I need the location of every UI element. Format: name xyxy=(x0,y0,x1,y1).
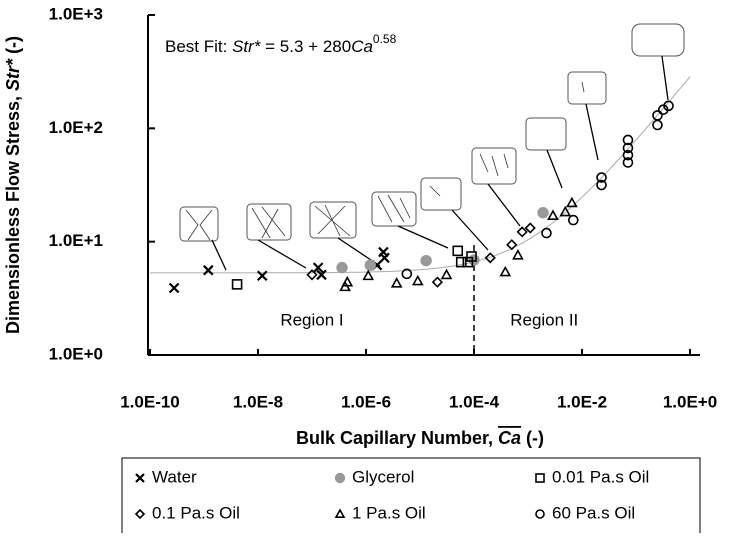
marker-circle xyxy=(596,172,607,183)
fit-annotation-part: = xyxy=(260,37,279,56)
marker-diamond xyxy=(134,508,146,520)
fit-annotation-part: Str* xyxy=(232,37,262,56)
marker-triangle xyxy=(547,209,559,220)
marker-x xyxy=(256,270,268,282)
x-tick-label: 1.0E-2 xyxy=(557,392,607,411)
marker-triangle xyxy=(512,249,524,260)
marker-square xyxy=(466,251,477,262)
x-axis-label: Bulk Capillary Number, Ca (-) xyxy=(296,428,544,448)
marker-diamond xyxy=(524,222,536,234)
fit-annotation-part: 280 xyxy=(323,37,351,56)
marker-triangle xyxy=(334,508,346,518)
marker-square xyxy=(452,245,464,257)
marker-circle xyxy=(541,227,552,239)
x-axis-label-part: (-) xyxy=(521,428,544,448)
marker-dot xyxy=(468,254,480,266)
x-tick-label: 1.0E-4 xyxy=(449,392,500,411)
y-tick-label: 1.0E+2 xyxy=(49,118,103,137)
marker-triangle xyxy=(499,265,512,277)
y-axis-label-part: Str* xyxy=(3,58,23,91)
marker-x xyxy=(312,262,324,273)
region-label: Region I xyxy=(280,310,343,329)
marker-circle xyxy=(596,179,607,191)
marker-x xyxy=(202,264,214,276)
y-axis-label: Dimensionless Flow Stress, Str* (-) xyxy=(3,36,23,334)
x-axis-label-part: Ca xyxy=(498,428,521,448)
fit-annotation-part: Ca xyxy=(351,37,373,56)
marker-square xyxy=(535,473,545,483)
marker-dot xyxy=(420,254,432,267)
fit-annotation-part: Best Fit: xyxy=(165,37,232,56)
marker-x xyxy=(135,473,145,483)
legend-label: 0.1 Pa.s Oil xyxy=(152,503,240,522)
x-axis-label-part: Bulk Capillary Number, xyxy=(296,428,498,448)
y-tick-label: 1.0E+1 xyxy=(49,231,103,250)
marker-diamond xyxy=(484,252,496,264)
legend-label: Glycerol xyxy=(352,467,414,486)
fit-curve xyxy=(150,76,691,274)
marker-dot xyxy=(537,207,549,219)
marker-circle xyxy=(663,100,674,112)
marker-triangle xyxy=(566,196,578,208)
x-tick-label: 1.0E-8 xyxy=(233,392,283,411)
legend-label: 1 Pa.s Oil xyxy=(352,503,426,522)
fit-annotation: Best Fit: Str* = 5.3 + 280Ca0.58 xyxy=(165,32,397,56)
specimen-sketches xyxy=(179,23,685,271)
marker-circle xyxy=(622,134,634,146)
legend-label: 60 Pa.s Oil xyxy=(552,503,635,522)
marker-triangle xyxy=(390,277,403,288)
marker-square xyxy=(455,256,467,268)
marker-circle xyxy=(622,157,634,168)
y-tick-label: 1.0E+0 xyxy=(49,344,103,363)
marker-triangle xyxy=(440,268,453,280)
legend-box xyxy=(121,457,701,538)
marker-diamond xyxy=(306,269,318,281)
y-tick-label: 1.0E+3 xyxy=(49,4,103,23)
x-tick-label: 1.0E-10 xyxy=(120,392,180,411)
marker-circle xyxy=(622,149,634,161)
legend-label: Water xyxy=(152,467,197,486)
marker-x xyxy=(379,252,390,264)
marker-dot xyxy=(364,259,376,271)
marker-x xyxy=(316,269,327,281)
y-axis-label-part: Dimensionless Flow Stress, xyxy=(3,91,23,334)
marker-circle xyxy=(535,509,545,519)
marker-triangle xyxy=(411,274,424,286)
marker-circle xyxy=(401,268,413,280)
marker-triangle xyxy=(559,205,572,217)
x-tick-label: 1.0E+0 xyxy=(663,392,717,411)
fit-annotation-part: + xyxy=(303,37,322,56)
fit-annotation-part: 0.58 xyxy=(373,32,397,46)
region-label: Region II xyxy=(510,310,578,329)
marker-circle xyxy=(652,119,663,131)
marker-diamond xyxy=(431,276,444,288)
marker-triangle xyxy=(362,269,375,281)
marker-circle xyxy=(567,214,579,226)
marker-dot xyxy=(334,472,346,484)
marker-circle xyxy=(652,110,663,121)
marker-circle xyxy=(622,142,634,154)
marker-diamond xyxy=(506,239,518,251)
marker-dot xyxy=(336,261,348,274)
marker-x xyxy=(168,282,180,294)
y-axis-label-part: (-) xyxy=(3,36,23,59)
marker-square xyxy=(462,256,474,268)
marker-diamond xyxy=(516,226,528,238)
fit-annotation-part: 5.3 xyxy=(280,37,304,56)
marker-triangle xyxy=(341,275,354,287)
legend-label: 0.01 Pa.s Oil xyxy=(552,467,649,486)
marker-square xyxy=(231,279,243,290)
x-tick-label: 1.0E-6 xyxy=(341,392,391,411)
